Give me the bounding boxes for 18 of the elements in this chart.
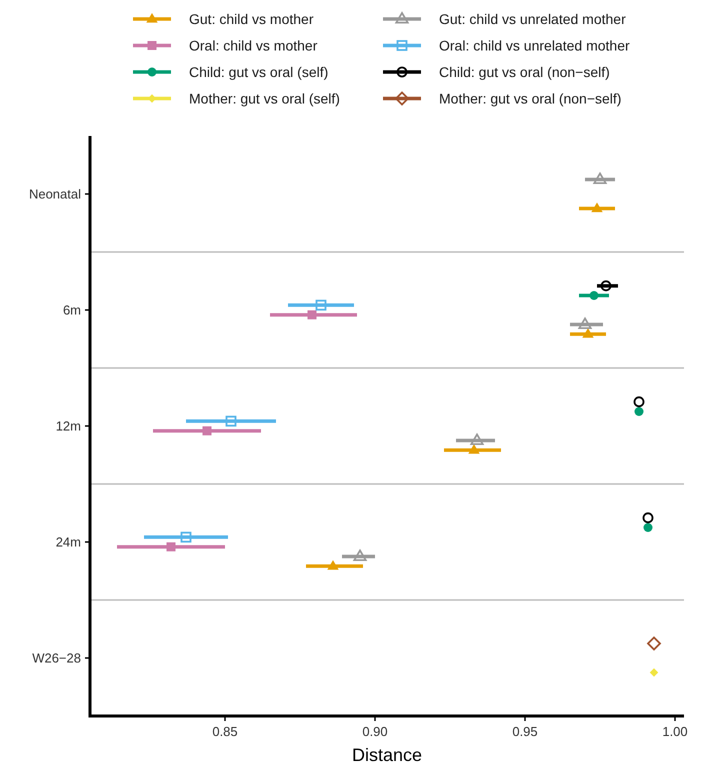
x-axis-title: Distance bbox=[352, 745, 422, 765]
y-tick-label: 6m bbox=[62, 302, 81, 318]
x-tick-label: 0.90 bbox=[362, 724, 388, 739]
y-tick-label: Neonatal bbox=[28, 186, 82, 202]
legend-label: Child: gut vs oral (self) bbox=[189, 64, 328, 80]
legend-label: Mother: gut vs oral (non−self) bbox=[439, 90, 622, 106]
y-tick-label: 24m bbox=[56, 534, 81, 550]
y-tick-label: W26−28 bbox=[32, 650, 81, 666]
legend-label: Child: gut vs oral (non−self) bbox=[439, 64, 610, 80]
x-tick-label: 1.00 bbox=[662, 724, 688, 739]
legend-label: Oral: child vs mother bbox=[189, 37, 318, 54]
legend-label: Gut: child vs unrelated mother bbox=[439, 10, 626, 27]
y-tick-label: 12m bbox=[56, 418, 81, 434]
x-tick-label: 0.95 bbox=[512, 724, 538, 739]
x-tick-label: 0.85 bbox=[212, 724, 238, 739]
legend-label: Oral: child vs unrelated mother bbox=[439, 37, 630, 54]
legend-label: Mother: gut vs oral (self) bbox=[189, 90, 340, 106]
legend-label: Gut: child vs mother bbox=[189, 10, 314, 27]
